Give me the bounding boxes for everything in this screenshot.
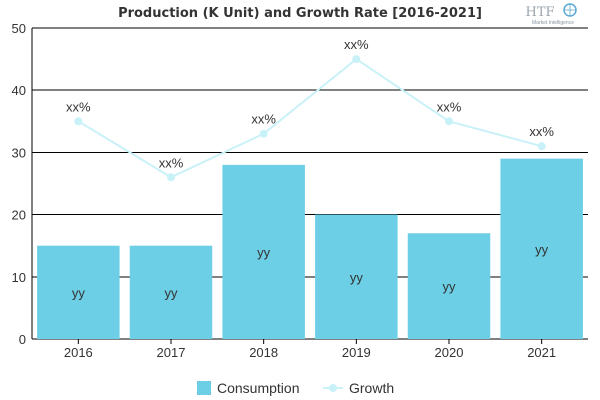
y-tick-label: 10 <box>12 270 26 285</box>
bar-data-label: yy <box>350 270 364 285</box>
x-tick-label: 2020 <box>435 345 464 360</box>
growth-point <box>259 129 268 138</box>
axes: 0 10 20 30 40 50 2016 2017 2018 2019 2020 2021 <box>12 21 557 360</box>
bar-data-label: yy <box>535 242 549 257</box>
logo-subtext: Market Intelligence <box>532 20 574 26</box>
growth-line: xx% xx% xx% xx% xx% xx% <box>66 37 554 182</box>
growth-point <box>167 173 175 182</box>
growth-data-label: xx% <box>159 155 184 170</box>
bar-labels: yy yy yy yy yy yy <box>72 242 549 301</box>
x-tick-label: 2019 <box>342 345 371 360</box>
growth-point <box>445 117 453 126</box>
legend: Consumption Growth <box>197 380 394 396</box>
growth-data-label: xx% <box>66 99 91 114</box>
x-tick-label: 2021 <box>527 345 556 360</box>
bar <box>37 245 120 339</box>
bar <box>407 233 491 339</box>
growth-point <box>537 142 546 151</box>
bar-data-label: yy <box>443 279 457 294</box>
logo-text: HTF <box>525 5 554 20</box>
legend-growth-marker <box>329 384 337 392</box>
legend-consumption-swatch <box>197 381 211 395</box>
y-tick-label: 50 <box>12 21 26 36</box>
bar-data-label: yy <box>165 285 179 300</box>
x-tick-label: 2017 <box>157 345 186 360</box>
globe-icon <box>563 3 577 17</box>
legend-consumption-label: Consumption <box>217 380 300 396</box>
y-tick-label: 40 <box>12 83 26 98</box>
chart-title: Production (K Unit) and Growth Rate [201… <box>118 6 482 21</box>
growth-data-label: xx% <box>529 124 554 139</box>
x-tick-label: 2018 <box>249 345 278 360</box>
bar <box>222 164 305 339</box>
growth-point <box>352 55 361 64</box>
bar <box>500 158 583 339</box>
growth-point <box>74 117 83 126</box>
bar-data-label: yy <box>72 285 86 300</box>
bar <box>129 245 213 339</box>
growth-data-label: xx% <box>344 37 369 52</box>
bar-data-label: yy <box>257 245 271 260</box>
y-tick-label: 30 <box>12 145 26 160</box>
growth-series-line <box>77 57 542 179</box>
growth-data-label: xx% <box>251 112 276 127</box>
y-tick-label: 20 <box>12 208 26 223</box>
bars <box>37 158 583 339</box>
x-tick-label: 2016 <box>64 345 93 360</box>
bar <box>315 214 398 339</box>
logo: HTF Market Intelligence <box>525 3 577 26</box>
growth-data-label: xx% <box>437 99 462 114</box>
grid-lines <box>32 27 588 340</box>
legend-growth-label: Growth <box>349 380 394 396</box>
y-tick-label: 0 <box>19 332 26 347</box>
